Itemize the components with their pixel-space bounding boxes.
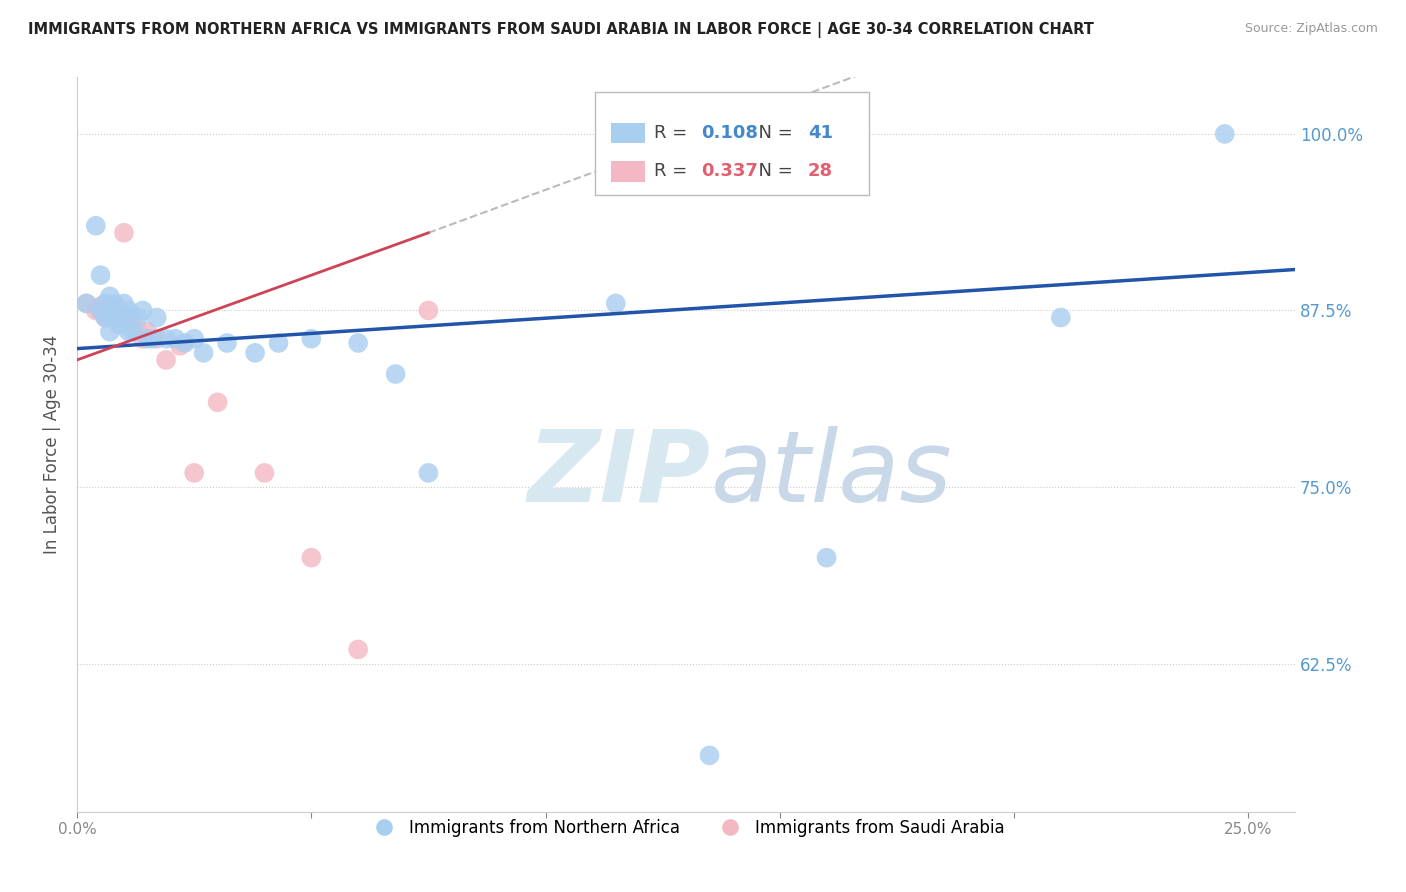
Point [141,332,163,346]
Point [84,303,107,318]
Point [131,332,153,346]
Text: IMMIGRANTS FROM NORTHERN AFRICA VS IMMIGRANTS FROM SAUDI ARABIA IN LABOR FORCE |: IMMIGRANTS FROM NORTHERN AFRICA VS IMMIG… [28,22,1094,38]
Point [117,310,139,325]
Point [155,352,177,367]
Text: R =: R = [654,162,693,180]
Point [418,466,440,480]
Point [84,219,107,233]
Point [418,303,440,318]
Point [815,550,838,565]
Point [98,310,121,325]
Point [122,325,145,339]
Point [112,226,135,240]
Point [75,296,97,310]
Point [384,367,406,381]
Point [103,310,125,325]
Point [253,466,276,480]
Point [1213,127,1236,141]
FancyBboxPatch shape [595,92,869,195]
Text: atlas: atlas [710,425,952,523]
Point [103,303,125,318]
Point [165,332,187,346]
Bar [610,123,644,144]
Point [699,748,721,763]
Point [136,332,159,346]
Point [112,296,135,310]
Text: Source: ZipAtlas.com: Source: ZipAtlas.com [1244,22,1378,36]
Point [207,395,229,409]
Text: 41: 41 [808,124,832,142]
Point [98,310,121,325]
Point [215,335,238,350]
Point [103,296,125,310]
Point [122,310,145,325]
Point [243,346,266,360]
Point [155,332,177,346]
Point [108,310,131,325]
Text: N =: N = [747,124,799,142]
Point [117,325,139,339]
Y-axis label: In Labor Force | Age 30-34: In Labor Force | Age 30-34 [44,335,60,554]
Point [131,303,153,318]
Point [145,310,167,325]
Point [98,325,121,339]
Point [267,335,290,350]
Text: N =: N = [747,162,799,180]
Point [98,299,121,313]
Point [299,550,322,565]
Point [299,332,322,346]
Point [173,335,195,350]
Point [89,299,111,313]
Text: 0.108: 0.108 [700,124,758,142]
Point [89,303,111,318]
Point [103,301,125,316]
Point [1049,310,1071,325]
Point [108,308,131,322]
Point [169,339,191,353]
Point [103,303,125,318]
Point [108,318,131,332]
Bar [610,161,644,182]
Legend: Immigrants from Northern Africa, Immigrants from Saudi Arabia: Immigrants from Northern Africa, Immigra… [361,813,1011,844]
Text: 28: 28 [808,162,832,180]
Point [117,303,139,318]
Point [605,296,627,310]
Point [94,310,117,325]
Point [108,310,131,325]
Point [136,325,159,339]
Point [89,303,111,318]
Point [112,310,135,325]
Point [94,310,117,325]
Point [183,332,205,346]
Text: R =: R = [654,124,693,142]
Text: ZIP: ZIP [527,425,710,523]
Point [127,310,149,325]
Point [94,296,117,310]
Point [347,642,370,657]
Point [145,332,167,346]
Text: 0.337: 0.337 [700,162,758,180]
Point [183,466,205,480]
Point [94,308,117,322]
Point [75,296,97,310]
Point [193,346,215,360]
Point [347,335,370,350]
Point [98,289,121,303]
Point [89,268,111,282]
Point [103,310,125,325]
Point [127,325,149,339]
